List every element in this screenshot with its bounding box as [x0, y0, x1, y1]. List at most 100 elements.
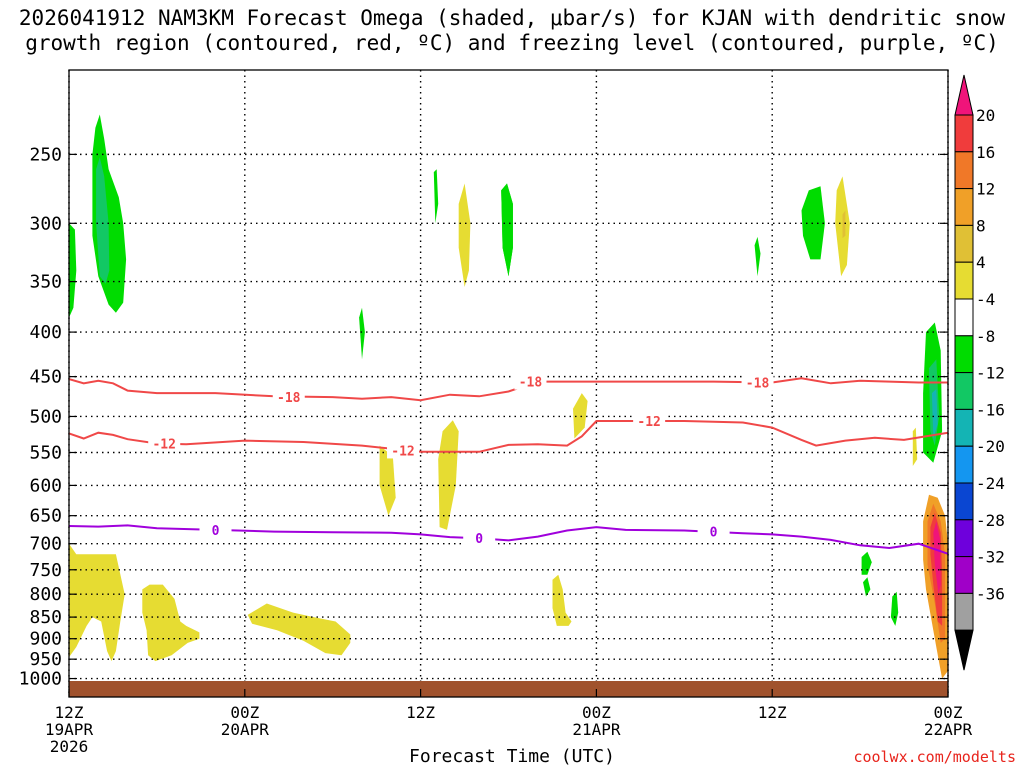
omega-region-28 [863, 577, 871, 597]
isotherm-label-0: 0 [475, 532, 483, 547]
y-tick-label: 800 [29, 584, 62, 605]
y-tick-label: 650 [29, 506, 62, 527]
colorbar-label: -12 [976, 364, 1005, 383]
omega-region-23 [69, 543, 125, 662]
colorbar-box [954, 519, 974, 558]
omega-region-26 [552, 574, 572, 626]
y-tick-label: 1000 [19, 669, 62, 690]
colorbar-box [954, 445, 974, 484]
plot-frame [68, 69, 949, 698]
isotherm-label--18: -18 [746, 376, 770, 391]
isotherm-label-0: 0 [212, 524, 220, 539]
colorbar-label: 16 [976, 143, 995, 162]
colorbar-label: 4 [976, 253, 986, 272]
isotherm-label-bg [387, 442, 420, 459]
isotherm-label-0: 0 [710, 526, 718, 541]
omega-region-12 [458, 183, 471, 287]
isotherm-label--12: -12 [637, 415, 660, 430]
omega-region-11 [931, 389, 938, 439]
colorbar-box [954, 224, 974, 263]
colorbar-label: 12 [976, 180, 995, 199]
colorbar-box [954, 408, 974, 447]
omega-region-5 [501, 183, 513, 277]
omega-region-27 [861, 551, 872, 575]
x-tick-label: 00Z [230, 703, 259, 722]
chart-title: 2026041912 NAM3KM Forecast Omega (shaded… [0, 6, 1024, 56]
y-tick-label: 600 [29, 475, 62, 496]
y-tick-label: 900 [29, 629, 62, 650]
y-tick-label: 300 [29, 213, 62, 234]
isotherm-label-bg [633, 412, 666, 429]
x-axis-label: Forecast Time (UTC) [409, 746, 615, 767]
plot-area [69, 70, 948, 697]
omega-region-3 [801, 186, 825, 260]
omega-region-8 [754, 236, 761, 277]
isotherm-label-bg [463, 530, 496, 547]
colorbar-label: -8 [976, 327, 995, 346]
y-tick-label: 950 [29, 649, 62, 670]
surface-terrain [69, 681, 948, 697]
y-tick-label: 850 [29, 607, 62, 628]
isotherm-label-bg [199, 521, 232, 538]
x-tick-label: 2026 [50, 737, 89, 756]
omega-region-17 [438, 420, 459, 530]
y-tick-label: 250 [29, 144, 62, 165]
isotherm-label-bg [697, 523, 730, 540]
colorbar-box [954, 592, 974, 631]
omega-region-7 [359, 307, 365, 360]
colorbar-label: -24 [976, 474, 1005, 493]
y-tick-label: 400 [29, 322, 62, 343]
colorbar-box [954, 335, 974, 374]
colorbar-label: 20 [976, 106, 995, 125]
colorbar-bottom-triangle [954, 629, 974, 671]
x-tick-label: 00Z [934, 703, 963, 722]
colorbar-box [954, 188, 974, 226]
y-tick-label: 750 [29, 560, 62, 581]
omega-region-16 [379, 445, 396, 516]
colorbar-label: -16 [976, 400, 1005, 419]
site-credit: coolwx.com/modelts [853, 748, 1016, 766]
isotherm--12 [69, 420, 948, 453]
isotherm-label-bg [514, 373, 547, 390]
colorbar-box [954, 298, 974, 337]
x-tick-label: 12Z [758, 703, 787, 722]
isotherm-label-bg [148, 435, 181, 452]
x-tick-label: 12Z [55, 703, 84, 722]
isotherm--18 [69, 377, 948, 402]
colorbar-label: -4 [976, 290, 995, 309]
colorbar-label: -36 [976, 584, 1005, 603]
x-tick-label: 19APR [45, 720, 94, 739]
omega-region-6 [433, 169, 439, 224]
omega-region-2 [69, 223, 77, 318]
isotherm-label--12: -12 [391, 444, 414, 459]
x-tick-label: 22APR [924, 720, 973, 739]
colorbar-box [954, 114, 974, 153]
y-tick-label: 500 [29, 406, 62, 427]
isotherm-label-bg [272, 389, 305, 406]
isotherm-label--18: -18 [519, 376, 543, 391]
colorbar-box [954, 151, 974, 190]
title-line-1: 2026041912 NAM3KM Forecast Omega (shaded… [18, 6, 1006, 30]
x-tick-label: 21APR [572, 720, 621, 739]
colorbar-label: -28 [976, 511, 1005, 530]
title-line-2: growth region (contoured, red, ºC) and f… [25, 31, 999, 55]
isotherm-label--12: -12 [152, 437, 175, 452]
colorbar-label: 8 [976, 216, 986, 235]
colorbar-top-triangle [954, 74, 974, 116]
isotherm-label-bg [741, 374, 774, 391]
colorbar-box [954, 372, 974, 410]
colorbar-box [954, 482, 974, 521]
x-tick-label: 20APR [221, 720, 270, 739]
y-tick-label: 350 [29, 272, 62, 293]
x-tick-label: 00Z [582, 703, 611, 722]
colorbar-label: -32 [976, 548, 1005, 567]
omega-region-29 [890, 591, 899, 626]
omega-region-14 [842, 210, 846, 239]
y-tick-label: 450 [29, 367, 62, 388]
colorbar-box [954, 556, 974, 594]
omega-region-22 [933, 521, 941, 595]
x-tick-label: 12Z [406, 703, 435, 722]
y-tick-label: 550 [29, 443, 62, 464]
omega-region-1 [96, 157, 110, 284]
